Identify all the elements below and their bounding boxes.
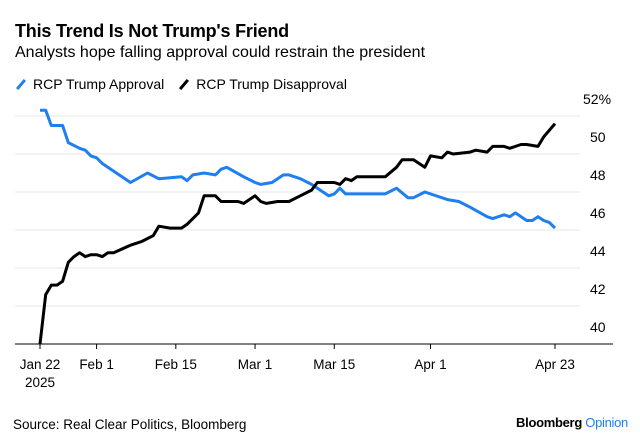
y-tick-label: 40 [590,319,606,335]
bloomberg-opinion-logo: Bloomberg Opinion [516,415,628,430]
legend-item-disapproval: RCP Trump Disapproval [178,76,347,92]
x-tick-label: Feb 1 [79,357,114,372]
legend-label-approval: RCP Trump Approval [33,76,165,92]
legend-item-approval: RCP Trump Approval [15,76,164,92]
chart-subtitle: Analysts hope falling approval could res… [15,44,426,61]
x-tick-label: Apr 23 [535,357,575,372]
x-tick-label: Mar 15 [313,357,355,372]
logo-brand: Bloomberg [516,415,582,430]
x-tick-label: Feb 15 [155,357,197,372]
y-tick-label: 50 [590,129,606,145]
x-tick-label: Mar 1 [238,357,273,372]
chart-title: This Trend Is Not Trump's Friend [15,21,289,41]
y-tick-label: 48 [590,167,606,183]
y-tick-label: 52% [583,91,611,107]
legend-label-disapproval: RCP Trump Disapproval [196,76,347,92]
approval-line [40,108,557,230]
source-note: Source: Real Clear Politics, Bloomberg [13,417,247,432]
y-tick-label: 46 [590,205,606,221]
y-tick-label: 44 [590,243,606,259]
x-tick-label: Jan 22 [20,357,61,372]
x-tick-label: Apr 1 [414,357,446,372]
legend: RCP Trump Approval RCP Trump Disapproval [15,76,347,92]
y-tick-label: 42 [590,281,606,297]
logo-section: Opinion [585,415,628,430]
disapproval-line [38,122,557,345]
x-tick-year-label: 2025 [25,375,55,390]
